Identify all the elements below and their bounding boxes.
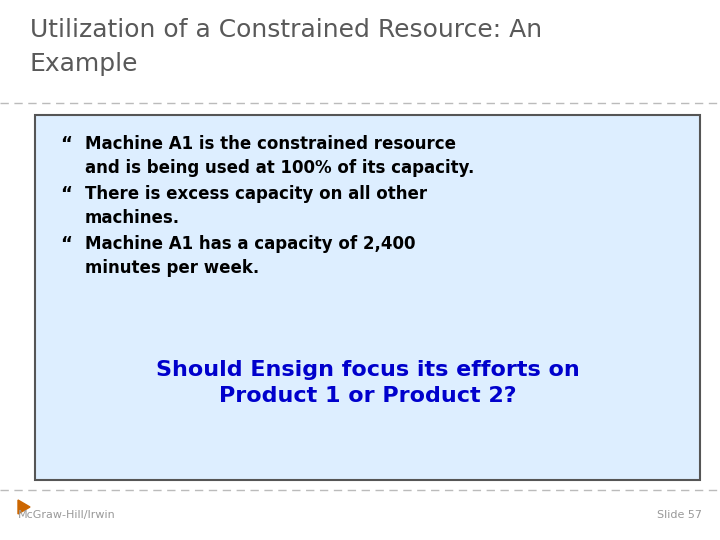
FancyBboxPatch shape bbox=[35, 115, 700, 480]
Text: McGraw-Hill/Irwin: McGraw-Hill/Irwin bbox=[18, 510, 116, 520]
Text: There is excess capacity on all other
machines.: There is excess capacity on all other ma… bbox=[85, 185, 427, 227]
Text: Should Ensign focus its efforts on
Product 1 or Product 2?: Should Ensign focus its efforts on Produ… bbox=[156, 360, 580, 407]
Text: “: “ bbox=[60, 235, 72, 253]
Polygon shape bbox=[18, 500, 30, 514]
Text: “: “ bbox=[60, 185, 72, 203]
Text: Example: Example bbox=[30, 52, 138, 76]
Text: Machine A1 is the constrained resource
and is being used at 100% of its capacity: Machine A1 is the constrained resource a… bbox=[85, 135, 474, 177]
Text: Machine A1 has a capacity of 2,400
minutes per week.: Machine A1 has a capacity of 2,400 minut… bbox=[85, 235, 415, 276]
Text: “: “ bbox=[60, 135, 72, 153]
Text: Utilization of a Constrained Resource: An: Utilization of a Constrained Resource: A… bbox=[30, 18, 542, 42]
Text: Slide 57: Slide 57 bbox=[657, 510, 702, 520]
